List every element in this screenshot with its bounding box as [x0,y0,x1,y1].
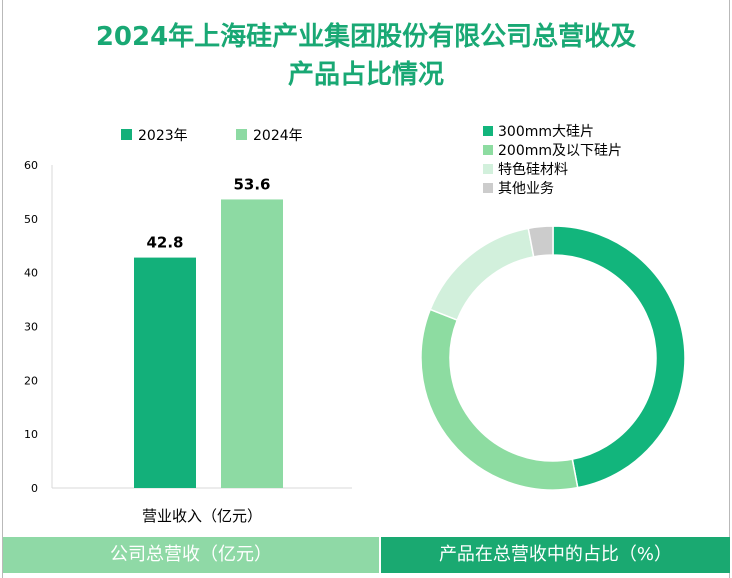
donut-slice-其他业务 [527,225,554,258]
donut-legend-label: 300mm大硅片 [498,124,594,140]
footer-left: 公司总营收（亿元） [3,537,379,573]
x-category-label: 营业收入（亿元） [142,507,262,525]
footer-right: 产品在总营收中的占比（%） [381,537,730,573]
donut-slice-特色硅材料 [429,227,535,322]
bar-data-labels: 42.8 53.6 [146,175,270,251]
donut-slice-200mm及以下硅片 [420,308,579,491]
y-tick-label: 20 [24,374,38,387]
donut-legend-swatch [483,126,493,136]
bar-data-label: 42.8 [146,234,183,252]
bar-2024年 [221,199,283,488]
bars [134,199,283,488]
y-tick-label: 50 [24,213,38,226]
y-tick-label: 60 [24,159,38,172]
bar-data-label: 53.6 [233,175,270,193]
y-tick-label: 30 [24,321,38,334]
donut-legend-swatch [483,145,493,155]
y-tick-label: 10 [24,428,38,441]
y-tick-label: 40 [24,267,38,280]
donut-slice-300mm大硅片 [552,225,686,489]
chart-title-line2: 产品占比情况 [287,60,444,90]
y-tick-label: 0 [31,482,38,495]
chart-title-line1: 2024年上海硅产业集团股份有限公司总营收及 [95,22,637,52]
y-tick-labels: 0 10 20 30 40 50 60 [24,159,38,495]
legend-swatch-2023年 [121,129,132,140]
bar-legend: 2023年 2024年 [121,128,303,144]
donut-legend-label: 200mm及以下硅片 [498,143,622,159]
donut-slices [420,225,686,491]
right-border [729,0,730,578]
chart-title: 2024年上海硅产业集团股份有限公司总营收及 产品占比情况 [0,18,732,94]
donut-legend-swatch [483,183,493,193]
left-border [2,0,3,578]
donut-legend-label: 特色硅材料 [498,161,568,178]
donut-legend-swatch [483,164,493,174]
legend-label: 2024年 [253,128,303,144]
legend-swatch-2024年 [236,129,247,140]
donut-legend-label: 其他业务 [498,181,554,197]
bar-2023年 [134,257,196,488]
legend-label: 2023年 [138,128,188,144]
